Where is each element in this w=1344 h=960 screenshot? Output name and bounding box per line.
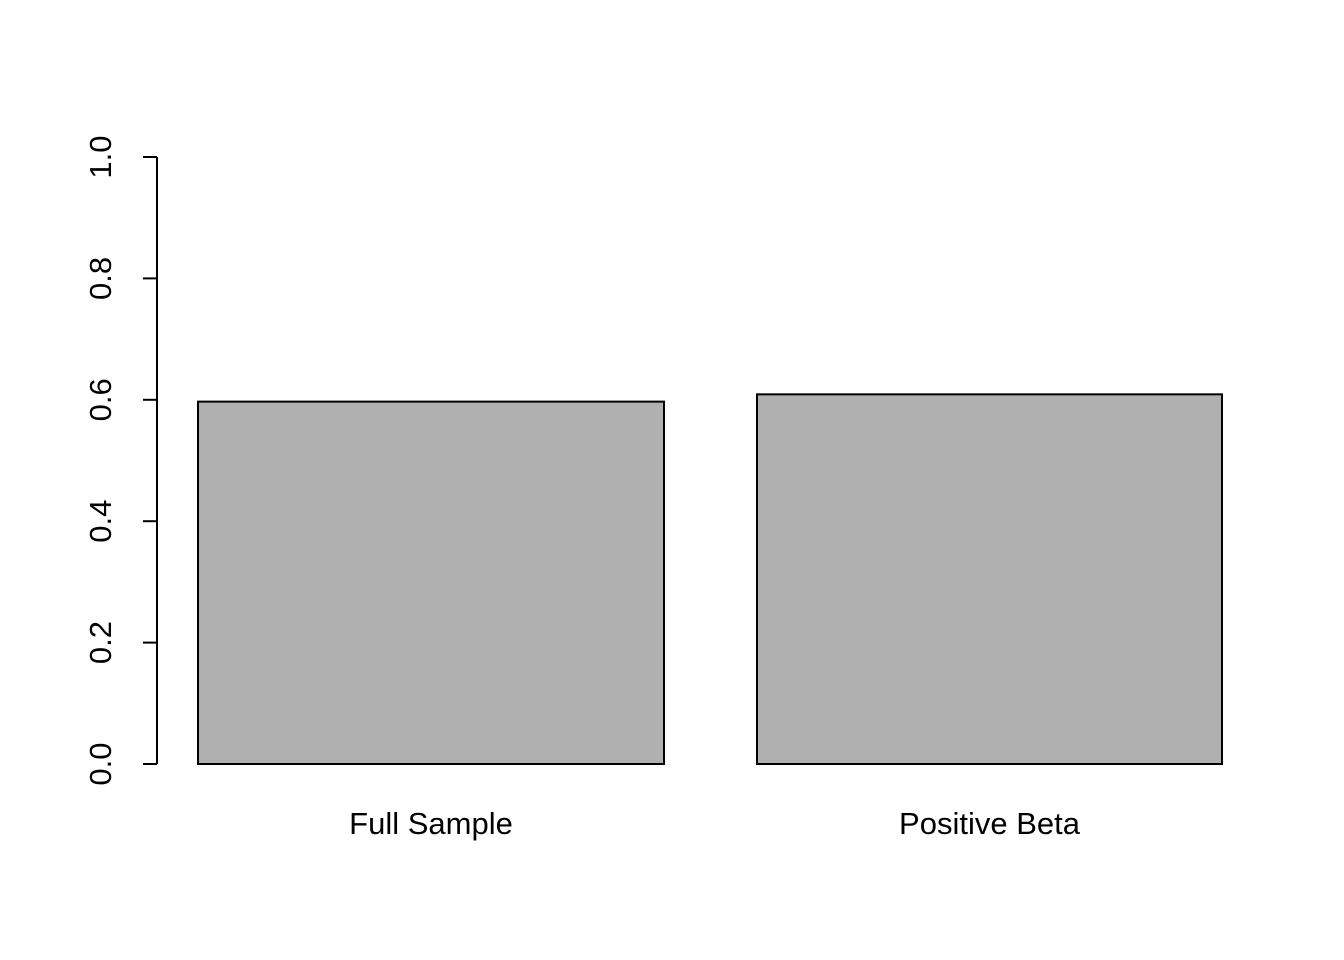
x-category-label: Positive Beta: [899, 806, 1081, 841]
bar-positive-beta: [756, 393, 1223, 765]
bars: [197, 393, 1223, 765]
y-tick-label: 0.8: [83, 257, 118, 300]
y-tick-label: 0.2: [83, 621, 118, 664]
x-axis-labels: Full Sample Positive Beta: [349, 806, 1081, 841]
y-tick-label: 1.0: [83, 135, 118, 178]
y-tick-label: 0.0: [83, 742, 118, 785]
y-tick-label: 0.6: [83, 378, 118, 421]
x-category-label: Full Sample: [349, 806, 513, 841]
y-axis: 0.0 0.2 0.4 0.6 0.8 1.0: [83, 135, 158, 786]
y-tick-label: 0.4: [83, 500, 118, 543]
bar-full-sample: [197, 400, 665, 765]
